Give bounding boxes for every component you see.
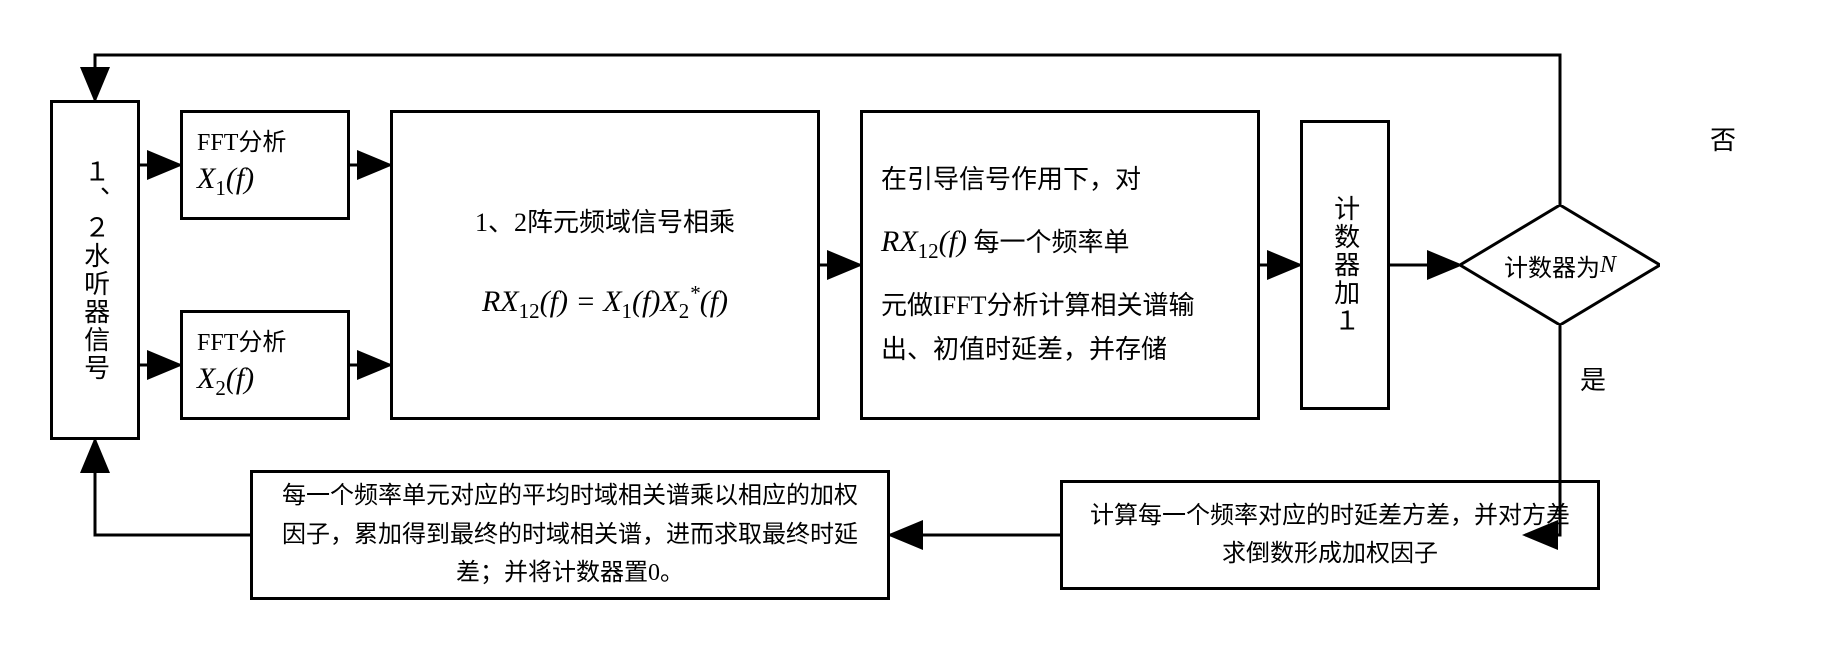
ifft-math: RX12(f) xyxy=(881,225,967,258)
fft2-math: X2(f) xyxy=(197,362,254,395)
ifft-line3: 元做IFFT分析计算相关谱输出、初值时延差，并存储 xyxy=(881,284,1239,372)
fft2-box: FFT分析 X2(f) xyxy=(180,310,350,420)
weight-to-hydro xyxy=(95,440,250,535)
variance-box: 计算每一个频率对应的时延差方差，并对方差求倒数形成加权因子 xyxy=(1060,480,1600,590)
hydrophone-box: １、２水听器信号 xyxy=(50,100,140,440)
flowchart-canvas: １、２水听器信号 FFT分析 X1(f) FFT分析 X2(f) 1、2阵元频域… xyxy=(20,20,1820,640)
weight-text: 每一个频率单元对应的平均时域相关谱乘以相应的加权因子，累加得到最终的时域相关谱，… xyxy=(271,477,869,592)
diamond-text: 计数器为 xyxy=(1504,248,1600,283)
fft2-title: FFT分析 xyxy=(197,330,286,356)
multiply-box: 1、2阵元频域信号相乘 RX12(f) = X1(f)X2*(f) xyxy=(390,110,820,420)
diamond-n: N xyxy=(1600,252,1616,279)
label-no: 否 xyxy=(1710,120,1736,157)
counter-label: 计数器加１ xyxy=(1329,195,1360,335)
counter-box: 计数器加１ xyxy=(1300,120,1390,410)
hydrophone-label: １、２水听器信号 xyxy=(79,158,110,382)
decision-diamond: 计数器为 N xyxy=(1460,205,1660,325)
label-yes: 是 xyxy=(1580,360,1606,397)
ifft-line1: 在引导信号作用下，对 xyxy=(881,158,1239,202)
ifft-line2-tail: 每一个频率单 xyxy=(974,228,1130,257)
variance-text: 计算每一个频率对应的时延差方差，并对方差求倒数形成加权因子 xyxy=(1081,497,1579,574)
fft1-math: X1(f) xyxy=(197,162,254,195)
ifft-box: 在引导信号作用下，对 RX12(f) 每一个频率单 元做IFFT分析计算相关谱输… xyxy=(860,110,1260,420)
fft1-box: FFT分析 X1(f) xyxy=(180,110,350,220)
fft1-title: FFT分析 xyxy=(197,130,286,156)
weight-box: 每一个频率单元对应的平均时域相关谱乘以相应的加权因子，累加得到最终的时域相关谱，… xyxy=(250,470,890,600)
mult-line1: 1、2阵元频域信号相乘 xyxy=(475,200,735,247)
mult-math: RX12(f) = X1(f)X2*(f) xyxy=(482,275,728,331)
